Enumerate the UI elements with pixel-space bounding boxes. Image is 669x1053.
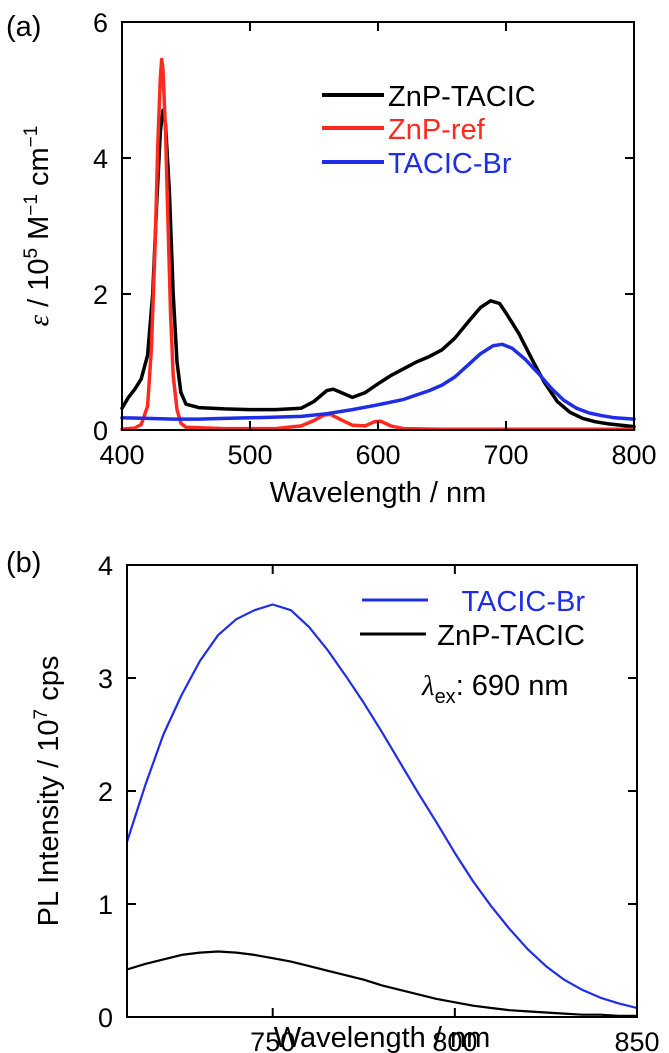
x-tick-label: 800 [611,440,656,470]
panel-b-ylabel: PL Intensity / 107 cps [31,656,65,927]
y-tick-label: 2 [93,280,108,310]
legend-label-znp-tacic: ZnP-TACIC [388,81,536,113]
ylabel-sup: −1 [21,194,42,216]
panel-a-legend: ZnP-TACIC ZnP-ref TACIC-Br [322,81,536,180]
y-tick-label: 6 [93,8,108,38]
series-line-znp-ref [120,57,636,432]
excitation-annotation: λex: 690 nm [421,670,569,708]
panel-b-label: (b) [6,547,41,579]
lambda-symbol: λ [421,670,435,702]
x-tick-label: 850 [614,1027,659,1053]
legend-label-tacic-br: TACIC-Br [461,586,585,618]
panel-b-curves [125,603,639,1017]
y-tick-label: 0 [93,416,108,446]
panel-b-xlabel: Wavelength / nm [274,1022,491,1053]
ylabel-part: PL Intensity / 10 [33,719,65,926]
annotation-sub: ex [435,686,456,708]
panel-a-ticks: 400 500 600 700 800 0 2 4 6 [93,8,657,470]
ylabel-sup: 7 [31,709,52,720]
y-tick-label: 0 [98,1003,113,1033]
panel-b: (b) 750 800 850 0 1 2 3 4 Wavelength / nm PL In… [6,547,660,1053]
x-tick-label: 600 [355,440,400,470]
y-tick-label: 3 [98,664,113,694]
ylabel-part: cm [23,147,55,194]
y-tick-label: 1 [98,890,113,920]
series-line-znp-tacic [120,108,636,429]
ylabel-part: / 10 [23,258,55,314]
panel-a-label: (a) [6,11,41,43]
series-line-tacic-br [125,603,639,1010]
series-line-znp-tacic [125,950,639,1017]
y-tick-label: 4 [98,551,113,581]
epsilon-symbol: ε [23,314,55,326]
legend-label-znp-ref: ZnP-ref [388,114,486,146]
x-tick-label: 800 [432,1027,477,1053]
x-tick-label: 750 [250,1027,295,1053]
legend-label-tacic-br: TACIC-Br [388,148,512,180]
y-tick-label: 2 [98,777,113,807]
panel-a-xlabel: Wavelength / nm [270,477,487,509]
annotation-text: : 690 nm [456,670,569,702]
x-tick-label: 700 [483,440,528,470]
panel-a-ylabel: ε / 105 M−1 cm−1 [21,126,55,327]
panel-a-frame [121,21,635,431]
ylabel-part: M [23,216,55,248]
x-tick-label: 500 [227,440,272,470]
x-tick-label: 400 [99,440,144,470]
legend-label-znp-tacic: ZnP-TACIC [437,620,585,652]
series-line-tacic-br [120,342,636,421]
y-tick-label: 4 [93,144,108,174]
panel-a-curves [120,57,636,432]
panel-b-legend: TACIC-Br ZnP-TACIC [360,586,585,652]
ylabel-sup: −1 [21,126,42,148]
ylabel-part: cps [33,656,65,709]
ylabel-sup: 5 [21,248,42,259]
panel-b-ticks: 750 800 850 0 1 2 3 4 [98,551,660,1053]
